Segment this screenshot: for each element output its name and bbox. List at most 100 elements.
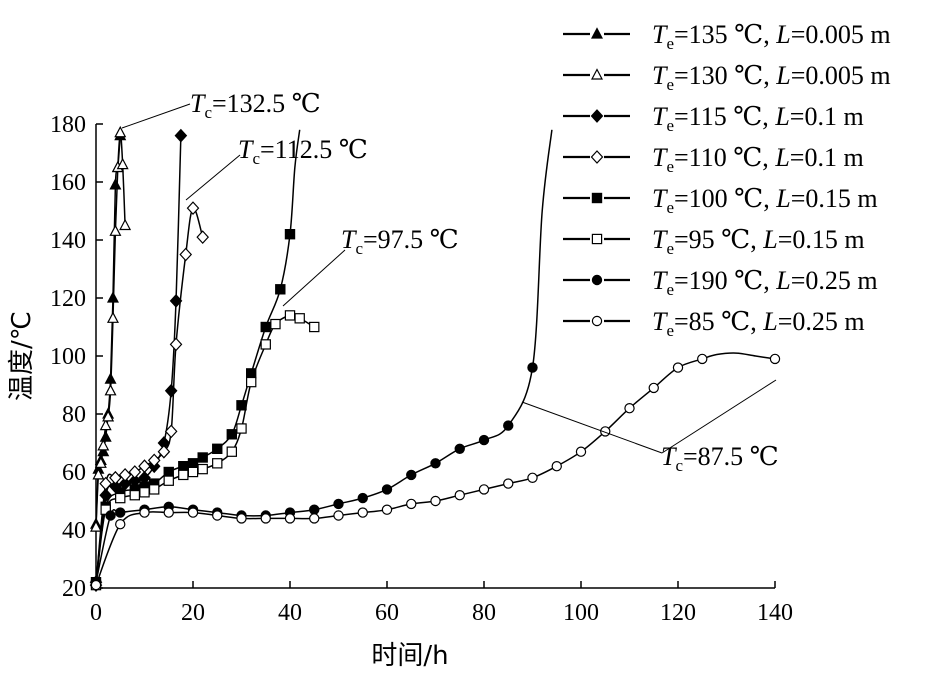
data-point: [333, 510, 344, 521]
data-point: [128, 465, 142, 479]
data-point: [187, 466, 199, 478]
data-point: [197, 452, 208, 463]
data-point: [147, 453, 161, 468]
data-point: [430, 458, 441, 469]
data-point: [454, 443, 465, 454]
data-point: [503, 420, 514, 431]
data-point: [163, 466, 174, 478]
data-point: [90, 579, 102, 591]
tc-annotation: Tc=97.5 ℃: [341, 225, 459, 258]
data-point: [174, 128, 188, 143]
data-point: [648, 382, 659, 394]
legend-label: Te=100 ℃, L=0.15 m: [652, 184, 878, 217]
x-tick-label: 100: [563, 600, 599, 626]
legend-marker: [591, 274, 603, 286]
x-tick-label: 60: [375, 600, 399, 626]
data-point: [212, 458, 223, 469]
y-axis-label: 温度/℃: [7, 311, 37, 401]
data-point: [164, 424, 178, 439]
series-7: [90, 352, 781, 591]
data-point: [309, 504, 320, 515]
data-point: [97, 439, 110, 451]
data-point: [139, 507, 150, 518]
data-point: [99, 430, 112, 442]
data-point: [226, 429, 237, 440]
data-point: [769, 353, 781, 365]
data-point: [478, 484, 490, 495]
y-tick-label: 100: [50, 344, 86, 370]
data-point: [406, 498, 417, 510]
y-tick-label: 160: [50, 170, 86, 196]
x-tick-label: 120: [660, 600, 696, 626]
y-tick-label: 140: [50, 228, 86, 254]
data-point: [109, 224, 122, 236]
legend-entry: Te=95 ℃, L=0.15 m: [563, 225, 865, 258]
data-point: [163, 507, 174, 518]
legend-marker: [591, 68, 603, 80]
data-point: [575, 446, 587, 457]
x-tick-label: 140: [757, 600, 793, 626]
tc-annotation: Tc=112.5 ℃: [238, 135, 368, 168]
legend-entry: Te=115 ℃, L=0.1 m: [563, 102, 864, 135]
legend-marker: [590, 150, 604, 164]
data-point: [115, 519, 126, 530]
y-tick-label: 60: [62, 460, 86, 486]
series-layer: [89, 125, 781, 592]
data-point: [527, 472, 538, 483]
legend-marker: [590, 109, 604, 123]
y-tick-label: 20: [62, 576, 86, 602]
data-point: [430, 495, 441, 507]
data-point: [260, 339, 271, 350]
data-point: [99, 476, 113, 491]
legend-label: Te=85 ℃, L=0.25 m: [652, 307, 865, 340]
legend-marker: [591, 233, 603, 245]
data-point: [270, 318, 281, 330]
legend-label: Te=95 ℃, L=0.15 m: [652, 225, 865, 258]
data-point: [333, 498, 344, 510]
legend-entry: Te=100 ℃, L=0.15 m: [563, 184, 878, 217]
data-point: [99, 488, 113, 503]
legend-entry: Te=130 ℃, L=0.005 m: [563, 61, 891, 94]
series-5: [90, 310, 320, 591]
data-point: [284, 229, 296, 240]
annotation-leader: [121, 103, 191, 129]
series-line: [95, 207, 204, 586]
data-point: [164, 383, 178, 398]
data-point: [157, 444, 171, 459]
data-point: [454, 490, 465, 501]
data-point: [381, 484, 393, 495]
legend-entry: Te=110 ℃, L=0.1 m: [563, 143, 864, 176]
data-point: [226, 446, 237, 457]
data-point: [187, 458, 199, 469]
x-tick-label: 0: [90, 600, 102, 626]
data-point: [109, 470, 122, 485]
data-point: [90, 520, 102, 532]
data-point: [672, 362, 684, 373]
legend-label: Te=130 ℃, L=0.005 m: [652, 61, 891, 94]
data-point: [115, 507, 126, 518]
data-point: [503, 478, 514, 489]
data-point: [186, 201, 200, 215]
data-point: [187, 507, 199, 518]
data-point: [178, 461, 189, 472]
data-point: [624, 403, 635, 414]
data-point: [139, 487, 150, 498]
data-point: [309, 321, 320, 333]
data-point: [381, 504, 393, 515]
data-point: [163, 475, 174, 486]
data-point: [406, 469, 417, 481]
legend-label: Te=110 ℃, L=0.1 m: [652, 143, 864, 176]
data-point: [138, 459, 151, 474]
legend-entry: Te=135 ℃, L=0.005 m: [563, 20, 891, 53]
data-point: [104, 384, 117, 396]
data-point: [551, 461, 562, 472]
data-point: [697, 353, 708, 365]
data-point: [119, 218, 132, 231]
data-point: [246, 376, 257, 388]
x-tick-label: 20: [181, 600, 205, 626]
data-point: [236, 423, 247, 434]
data-point: [478, 434, 490, 446]
legend-label: Te=135 ℃, L=0.005 m: [652, 20, 891, 53]
data-point: [99, 418, 112, 431]
